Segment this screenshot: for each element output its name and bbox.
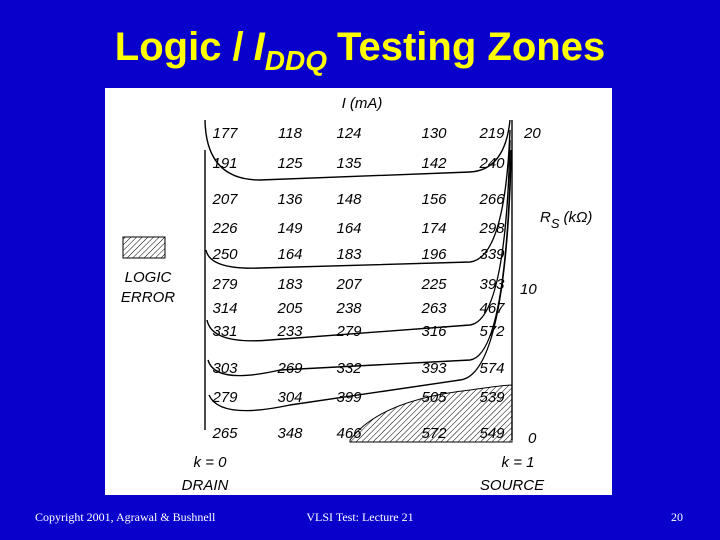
cell-value: 207: [211, 191, 238, 208]
cell-value: 164: [336, 220, 361, 237]
cell-value: 191: [212, 155, 237, 172]
zone-label: LOGIC: [125, 269, 172, 286]
cell-value: 399: [336, 389, 362, 406]
cell-value: 118: [278, 125, 303, 142]
cell-value: 124: [336, 125, 361, 142]
contour: [204, 119, 511, 181]
tick-label: 10: [520, 281, 537, 298]
label-symbol: R: [540, 209, 551, 226]
cell-value: 269: [276, 360, 303, 377]
cell-value: 183: [336, 246, 362, 263]
cell-value: 505: [421, 389, 447, 406]
cell-value: 393: [479, 276, 505, 293]
cell-value: 298: [478, 220, 505, 237]
cell-value: 250: [211, 246, 238, 263]
slide-title: Logic / IDDQ Testing Zones: [115, 25, 605, 76]
contours: [204, 119, 513, 443]
end-label: k = 1: [502, 454, 535, 471]
zone-label: ERROR: [121, 289, 175, 306]
course: VLSI Test: Lecture 21: [306, 510, 413, 524]
cell-value: 574: [479, 360, 504, 377]
cell-value: 207: [335, 276, 362, 293]
contour: [208, 159, 512, 412]
cell-value: 263: [420, 300, 447, 317]
cell-value: 174: [421, 220, 446, 237]
contour: [205, 129, 511, 269]
cell-value: 332: [336, 360, 362, 377]
cell-value: 205: [276, 300, 303, 317]
cell-value: 266: [478, 191, 505, 208]
contour: [206, 139, 511, 342]
cell-value: 148: [336, 191, 362, 208]
cell-value: 339: [479, 246, 505, 263]
cell-value: 135: [336, 155, 362, 172]
title-symbol: I: [254, 25, 266, 69]
title-text: Logic /: [115, 25, 244, 69]
cell-value: 265: [211, 425, 238, 442]
cell-value: 303: [212, 360, 238, 377]
cell-value: 466: [336, 425, 362, 442]
cell-value: 348: [277, 425, 303, 442]
value-grid: 177 118 124 130 219 191 125 135 142 240 207 136 148 1…: [211, 125, 505, 442]
cell-value: 233: [276, 323, 303, 340]
cell-value: 177: [212, 125, 238, 142]
hatched-zone: [349, 384, 513, 443]
cell-value: 240: [478, 155, 505, 172]
cell-value: 238: [335, 300, 362, 317]
tick-label: 0: [528, 430, 537, 447]
cell-value: 279: [211, 276, 238, 293]
tick-label: 20: [523, 125, 541, 142]
cell-value: 225: [420, 276, 447, 293]
cell-value: 549: [479, 425, 505, 442]
copyright: Copyright 2001, Agrawal & Bushnell: [35, 510, 216, 524]
cell-value: 304: [277, 389, 302, 406]
figure-panel: [105, 88, 612, 495]
end-label: SOURCE: [480, 477, 545, 494]
cell-value: 164: [277, 246, 302, 263]
cell-value: 316: [421, 323, 447, 340]
cell-value: 572: [421, 425, 447, 442]
cell-value: 125: [277, 155, 303, 172]
cell-value: 219: [478, 125, 505, 142]
cell-value: 572: [479, 323, 505, 340]
cell-value: 183: [277, 276, 303, 293]
legend-swatch: [122, 236, 166, 259]
label-subscript: S: [551, 216, 560, 231]
cell-value: 142: [421, 155, 447, 172]
page-number: 20: [671, 510, 683, 524]
cell-value: 149: [277, 220, 303, 237]
cell-value: 196: [421, 246, 447, 263]
cell-value: 226: [211, 220, 238, 237]
title-subscript: DDQ: [265, 45, 327, 76]
label-unit: (kΩ): [564, 209, 593, 226]
axis-label: I (mA): [342, 95, 383, 112]
end-label: DRAIN: [182, 477, 229, 494]
cell-value: 156: [421, 191, 447, 208]
cell-value: 130: [421, 125, 447, 142]
cell-value: 279: [335, 323, 362, 340]
cell-value: 467: [479, 300, 505, 317]
cell-value: 279: [211, 389, 238, 406]
cell-value: 393: [421, 360, 447, 377]
cell-value: 136: [277, 191, 303, 208]
cell-value: 314: [212, 300, 237, 317]
cell-value: 331: [212, 323, 237, 340]
cell-value: 539: [479, 389, 505, 406]
axis-label: RS (kΩ): [540, 209, 592, 231]
end-label: k = 0: [194, 454, 228, 471]
title-text: Testing Zones: [337, 25, 605, 69]
